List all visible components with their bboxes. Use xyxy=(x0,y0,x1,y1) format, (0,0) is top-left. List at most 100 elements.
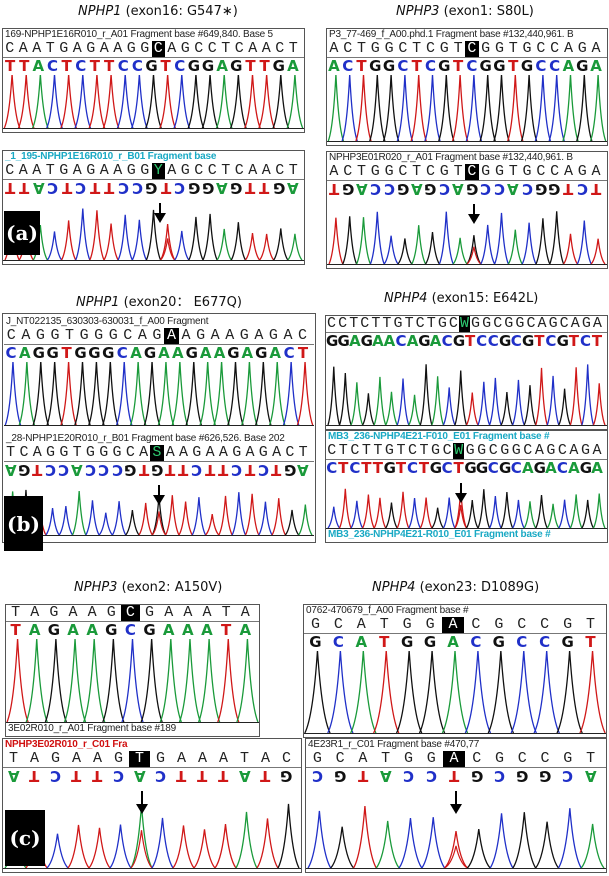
peak xyxy=(131,219,148,261)
base: A xyxy=(113,163,123,179)
base: A xyxy=(30,605,40,621)
peak xyxy=(489,496,502,529)
chromatogram-trace xyxy=(326,488,607,529)
base-call: T xyxy=(356,58,367,74)
peak xyxy=(103,223,119,261)
base: A xyxy=(32,163,42,179)
mutation-base: W xyxy=(458,316,471,332)
base: G xyxy=(504,316,514,332)
base-call: T xyxy=(361,460,372,476)
base-call: A xyxy=(216,180,228,196)
peak xyxy=(500,491,514,529)
base-call: T xyxy=(411,58,422,74)
base-call: T xyxy=(178,462,189,478)
peak xyxy=(304,651,331,734)
fragment-header: MB3_236-NPHP4E21-F010_E01 Fragment base … xyxy=(328,431,550,442)
base-call: G xyxy=(230,180,243,196)
base-call: C xyxy=(480,181,492,197)
peak xyxy=(580,823,605,869)
base: G xyxy=(481,164,491,180)
base: G xyxy=(192,445,202,461)
base: A xyxy=(356,617,366,633)
base-call: G xyxy=(17,462,31,478)
peak xyxy=(121,639,144,723)
peak xyxy=(493,212,510,265)
base-call: A xyxy=(201,622,213,638)
base: A xyxy=(32,445,42,461)
base: C xyxy=(425,164,435,180)
peak xyxy=(385,502,398,529)
peak xyxy=(271,498,286,536)
base-call: T xyxy=(585,634,596,650)
chromatogram-trace xyxy=(3,208,304,261)
base: T xyxy=(361,443,371,459)
base: C xyxy=(281,751,291,767)
base: C xyxy=(448,316,458,332)
peak xyxy=(369,75,386,142)
peak xyxy=(510,651,537,734)
peak xyxy=(151,817,174,869)
base-call: A xyxy=(239,622,252,638)
base: G xyxy=(546,443,556,459)
base-call: T xyxy=(271,462,282,478)
peak xyxy=(410,75,427,142)
base: G xyxy=(370,41,380,57)
base: C xyxy=(207,41,217,57)
base: G xyxy=(99,445,109,461)
peak xyxy=(287,233,303,261)
peak xyxy=(188,216,204,261)
base: T xyxy=(426,316,436,332)
base-call: C xyxy=(579,333,591,349)
base: C xyxy=(471,617,481,633)
peak xyxy=(258,501,273,536)
peak xyxy=(199,362,216,426)
base: G xyxy=(196,328,206,344)
fragment-header: 0762-470679_f_A00 Fragment base # xyxy=(306,605,469,616)
mutation-base: A xyxy=(442,751,466,767)
peak xyxy=(548,75,565,142)
base-call: A xyxy=(241,345,254,361)
base: G xyxy=(393,316,403,332)
base-call: T xyxy=(259,180,270,196)
base: C xyxy=(298,328,308,344)
peak xyxy=(67,824,90,869)
peak xyxy=(477,489,491,529)
base-call: C xyxy=(342,58,354,74)
peak xyxy=(362,494,375,529)
peak xyxy=(419,364,433,426)
peak xyxy=(507,75,524,142)
base: G xyxy=(50,328,60,344)
base-call: T xyxy=(590,181,602,197)
chromatogram-trace xyxy=(3,803,301,869)
base: A xyxy=(254,328,264,344)
base-call: A xyxy=(158,345,170,361)
base-call: G xyxy=(326,333,339,349)
base: A xyxy=(592,316,602,332)
peak xyxy=(454,370,468,426)
mutation-base: A xyxy=(441,617,465,633)
base-call: G xyxy=(534,181,547,197)
base: G xyxy=(232,445,242,461)
base: A xyxy=(29,751,39,767)
base-call: T xyxy=(61,58,72,74)
base: T xyxy=(412,41,422,57)
base-call: T xyxy=(245,180,256,196)
peak xyxy=(88,827,111,869)
base-call: T xyxy=(89,58,101,74)
base-call: C xyxy=(191,462,203,478)
base-call: C xyxy=(45,462,57,478)
base: T xyxy=(239,751,249,767)
base: T xyxy=(382,316,392,332)
base-call: T xyxy=(221,622,232,638)
title-b-right: NPHP4 (exon15: E642L) xyxy=(384,291,538,306)
base-call: C xyxy=(470,634,482,650)
base: T xyxy=(288,41,298,57)
base-call: G xyxy=(520,58,534,74)
peak xyxy=(442,497,456,529)
peak xyxy=(185,362,203,426)
base: G xyxy=(439,164,449,180)
peak xyxy=(507,229,523,265)
